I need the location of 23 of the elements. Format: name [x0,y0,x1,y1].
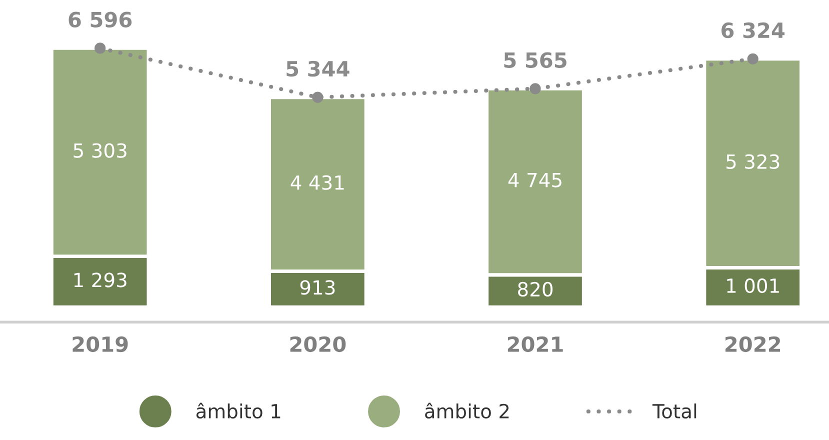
legend-label: Total [652,403,696,419]
data-label: 5 565 [504,52,566,68]
x-tick-label: 2021 [508,336,563,352]
data-label: 6 324 [722,22,785,38]
data-label: 1 001 [727,278,779,294]
point [312,92,324,103]
legend-label: âmbito 2 [425,402,509,419]
data-label: 913 [300,280,335,295]
point [747,53,758,64]
data-label: 4 431 [290,175,344,190]
data-label: 5 344 [286,60,350,77]
x-tick-label: 2020 [290,336,346,352]
x-tick-label: 2019 [72,336,128,352]
legend-label: âmbito 1 [196,402,280,419]
data-label: 820 [518,282,553,297]
data-label: 5 323 [726,154,780,169]
point [530,83,541,94]
data-label: 1 293 [74,272,126,288]
data-label: 6 596 [68,12,132,28]
point [94,42,106,54]
data-label: 5 303 [74,143,126,158]
data-label: 4 745 [508,172,562,188]
x-tick-label: 2022 [726,336,780,352]
